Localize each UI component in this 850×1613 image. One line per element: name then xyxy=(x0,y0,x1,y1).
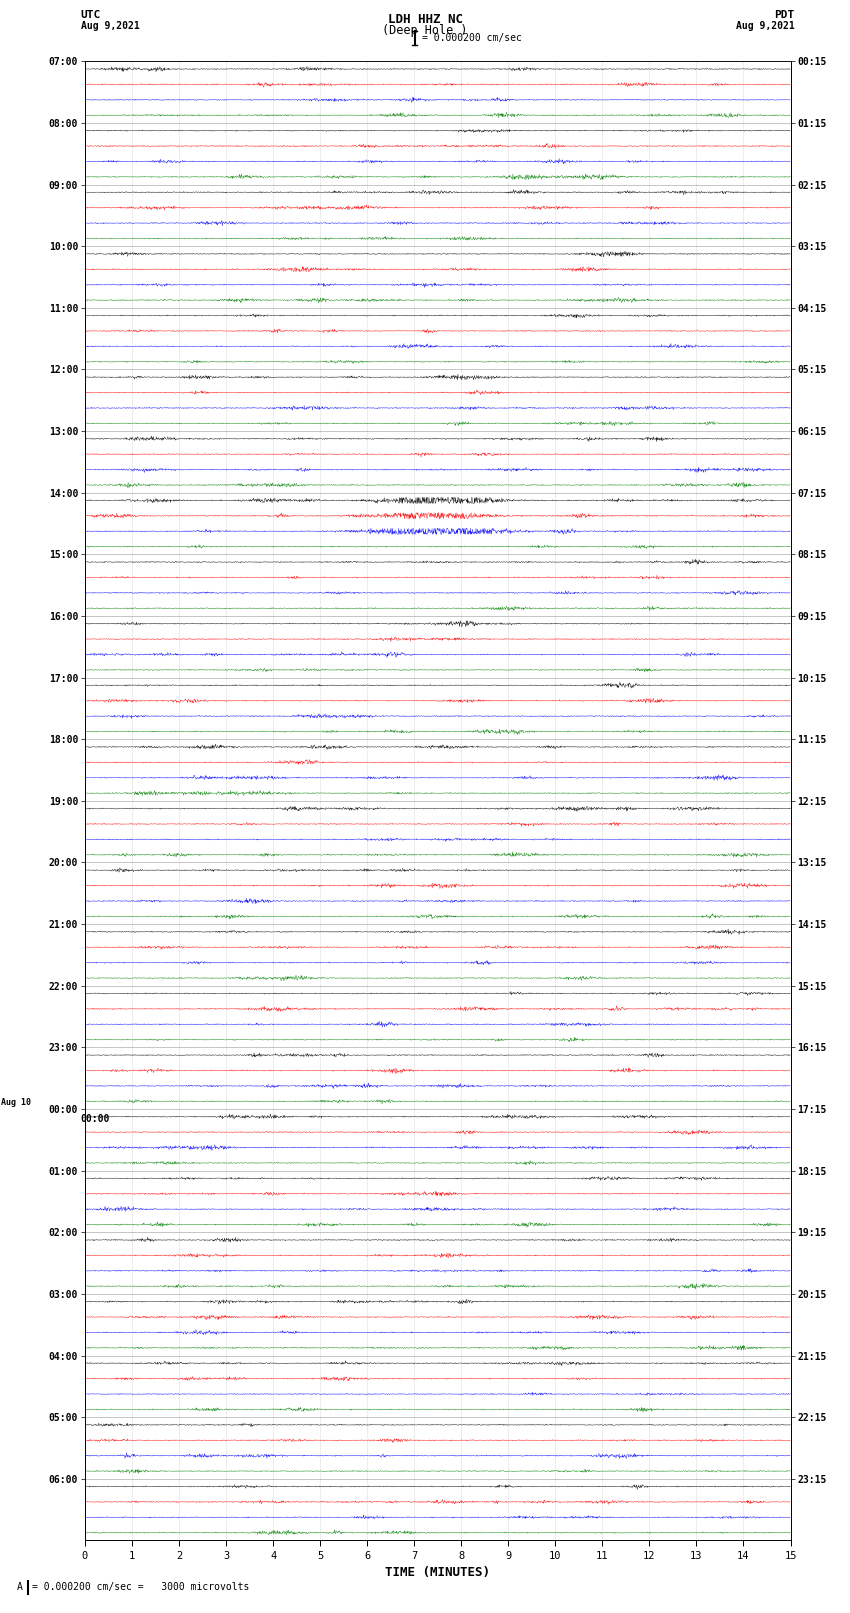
Text: UTC: UTC xyxy=(81,10,101,19)
Text: = 0.000200 cm/sec: = 0.000200 cm/sec xyxy=(422,32,521,44)
Text: = 0.000200 cm/sec =   3000 microvolts: = 0.000200 cm/sec = 3000 microvolts xyxy=(32,1582,250,1592)
Text: LDH HHZ NC: LDH HHZ NC xyxy=(388,13,462,26)
Text: Aug 9,2021: Aug 9,2021 xyxy=(736,21,795,31)
X-axis label: TIME (MINUTES): TIME (MINUTES) xyxy=(385,1566,490,1579)
Text: Aug 10: Aug 10 xyxy=(1,1098,31,1108)
Text: Aug 9,2021: Aug 9,2021 xyxy=(81,21,139,31)
Text: (Deep Hole ): (Deep Hole ) xyxy=(382,24,468,37)
Text: A: A xyxy=(17,1582,23,1592)
Text: 00:00: 00:00 xyxy=(81,1115,110,1124)
Text: PDT: PDT xyxy=(774,10,795,19)
